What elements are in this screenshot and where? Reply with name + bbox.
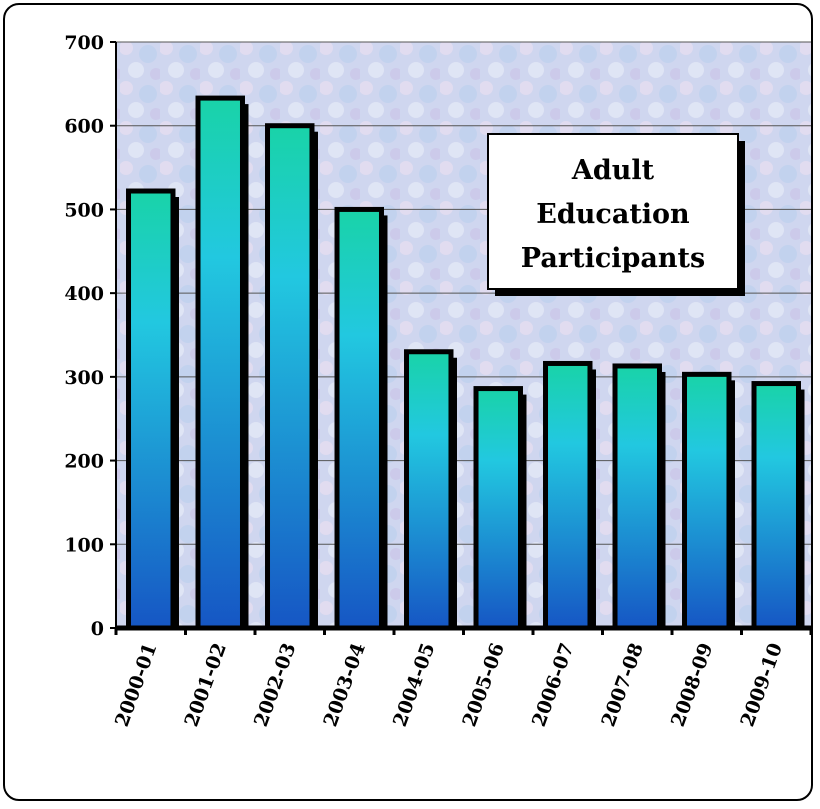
y-tick-label: 400 — [64, 283, 104, 305]
chart-title-box: Adult Education Participants — [487, 133, 745, 296]
x-tick-labels: 2000-01 2001-02 2002-03 2003-04 2004-05 2005-… — [111, 640, 787, 729]
bar — [473, 386, 523, 631]
x-tick-label: 2009-10 — [736, 640, 787, 729]
x-tick-label: 2006-07 — [528, 640, 579, 729]
bar — [404, 349, 454, 631]
y-tick-label: 300 — [64, 367, 104, 389]
chart-title-line-2: Education — [536, 199, 690, 230]
bars — [126, 95, 805, 631]
y-tick-label: 500 — [64, 199, 104, 221]
chart-title-line-1: Adult — [571, 155, 655, 186]
chart-title-line-3: Participants — [521, 243, 705, 274]
x-tick-label: 2007-08 — [597, 640, 648, 729]
x-tick-label: 2001-02 — [180, 640, 231, 729]
bar — [126, 188, 176, 631]
x-tick-label: 2004-05 — [389, 640, 440, 729]
x-tick-label: 2002-03 — [250, 640, 301, 729]
y-tick-label: 700 — [64, 32, 104, 54]
x-tick-label: 2000-01 — [111, 640, 162, 729]
y-tick-label: 200 — [64, 451, 104, 473]
x-tick-label: 2005-06 — [458, 640, 509, 729]
bar — [543, 360, 593, 631]
y-tick-label: 600 — [64, 116, 104, 138]
y-tick-label: 100 — [64, 534, 104, 556]
y-tick-labels: 0 100 200 300 400 500 600 700 — [64, 32, 104, 640]
bar — [265, 123, 315, 631]
bar — [682, 371, 732, 631]
x-tick-label: 2003-04 — [319, 640, 370, 729]
x-tick-label: 2008-09 — [667, 640, 718, 729]
bar — [751, 381, 801, 631]
bar — [612, 363, 662, 631]
bar — [195, 95, 245, 631]
axes — [110, 41, 813, 635]
bar — [334, 206, 384, 631]
y-tick-label: 0 — [91, 618, 104, 640]
